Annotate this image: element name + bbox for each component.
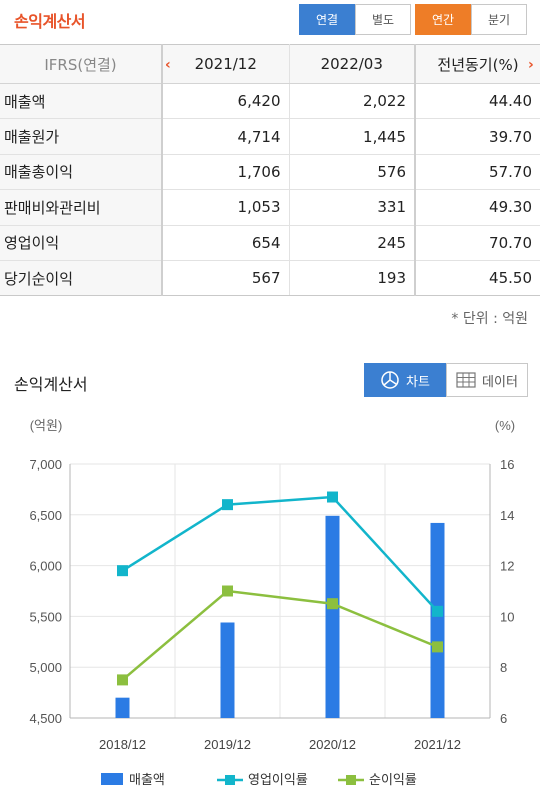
cell-value: 44.40 <box>415 83 540 120</box>
legend-label: 영업이익률 <box>248 773 308 788</box>
table-row: 매출액 6,420 2,022 44.40 <box>0 83 540 120</box>
cell-value: 49.30 <box>415 189 540 226</box>
cell-value: 1,445 <box>289 118 416 155</box>
point-2020/12 <box>327 491 338 503</box>
pie-chart-icon <box>381 371 399 389</box>
point-2018/12 <box>117 565 128 577</box>
y-left-tick-label: 6,000 <box>29 559 62 574</box>
header-bar: 손익계산서 연결 별도 연간 분기 <box>0 0 540 44</box>
income-statement-table: IFRS(연결) 2021/12 2022/03 전년동기(%) 매출액 6,4… <box>0 44 540 297</box>
data-view-button[interactable]: 데이터 <box>446 363 528 397</box>
unit-note: * 단위 : 억원 <box>451 311 528 327</box>
point-2019/12 <box>222 499 233 511</box>
y-right-tick-label: 6 <box>500 711 507 726</box>
series-line-net-margin <box>121 589 438 681</box>
cell-value: 6,420 <box>162 83 290 120</box>
cell-value: 39.70 <box>415 118 540 155</box>
cell-value: 331 <box>289 189 416 226</box>
table-header-row: IFRS(연결) 2021/12 2022/03 전년동기(%) <box>0 44 540 84</box>
legend-label: 매출액 <box>129 773 165 788</box>
y-right-tick-label: 14 <box>500 508 514 523</box>
row-label: 당기순이익 <box>0 260 163 297</box>
y-left-tick-label: 6,500 <box>29 508 62 523</box>
income-chart: 4,500 5,000 5,500 6,000 6,500 7,000 6 8 10 12 14 16… <box>29 418 515 788</box>
table-grid-icon <box>456 372 476 388</box>
table-row: 매출총이익 1,706 576 57.70 <box>0 154 540 191</box>
bar-2019/12 <box>220 622 235 718</box>
bar-2018/12 <box>115 697 130 718</box>
y-left-tick-label: 4,500 <box>29 711 62 726</box>
cell-value: 576 <box>289 154 416 191</box>
annual-button[interactable]: 연간 <box>415 4 471 35</box>
y-right-tick-label: 10 <box>500 609 514 624</box>
column-header: IFRS(연결) <box>0 44 163 84</box>
bar-2021/12 <box>430 522 445 718</box>
legend-net-swatch <box>346 775 356 785</box>
data-view-label: 데이터 <box>482 374 518 390</box>
y-right-tick-label: 8 <box>500 660 507 675</box>
column-header: 전년동기(%) <box>415 44 540 84</box>
column-header: 2021/12 <box>162 44 290 84</box>
y-left-tick-label: 7,000 <box>29 457 62 472</box>
table-row: 매출원가 4,714 1,445 39.70 <box>0 118 540 155</box>
consolidated-button[interactable]: 연결 <box>299 4 355 35</box>
chart-view-label: 차트 <box>406 374 430 390</box>
page-title: 손익계산서 <box>14 12 86 31</box>
chart-section-title: 손익계산서 <box>14 375 88 394</box>
cell-value: 4,714 <box>162 118 290 155</box>
row-label: 매출액 <box>0 83 163 120</box>
series-line-operating-margin <box>121 495 439 613</box>
x-tick-label: 2021/12 <box>414 737 461 752</box>
bar-2020/12 <box>325 515 340 718</box>
table-row: 영업이익 654 245 70.70 <box>0 225 540 261</box>
prev-period-arrow-icon[interactable]: ‹ <box>165 57 171 73</box>
x-tick-label: 2019/12 <box>204 737 251 752</box>
point-2019/12 <box>222 585 233 597</box>
cell-value: 70.70 <box>415 225 540 261</box>
y-right-tick-label: 12 <box>500 559 514 574</box>
period-toggle: 연간 분기 <box>415 4 527 35</box>
cell-value: 654 <box>162 225 290 261</box>
cell-value: 45.50 <box>415 260 540 297</box>
y-right-unit-label: (%) <box>495 418 515 433</box>
point-2020/12 <box>327 598 338 610</box>
y-left-tick-label: 5,000 <box>29 660 62 675</box>
row-label: 매출원가 <box>0 118 163 155</box>
y-left-unit-label: (억원) <box>30 418 63 433</box>
y-left-tick-label: 5,500 <box>29 609 62 624</box>
consolidation-toggle: 연결 별도 <box>299 4 411 35</box>
point-2021/12 <box>432 605 443 617</box>
next-period-arrow-icon[interactable]: › <box>528 57 534 73</box>
cell-value: 193 <box>289 260 416 297</box>
cell-value: 245 <box>289 225 416 261</box>
legend-op-swatch <box>225 775 235 785</box>
point-2018/12 <box>117 674 128 686</box>
column-header: 2022/03 <box>289 44 416 84</box>
quarterly-button[interactable]: 분기 <box>471 4 527 35</box>
cell-value: 567 <box>162 260 290 297</box>
y-right-tick-label: 16 <box>500 457 514 472</box>
legend-label: 순이익률 <box>369 773 417 788</box>
x-tick-label: 2020/12 <box>309 737 356 752</box>
cell-value: 1,706 <box>162 154 290 191</box>
table-row: 당기순이익 567 193 45.50 <box>0 260 540 297</box>
separate-button[interactable]: 별도 <box>355 4 411 35</box>
chart-view-button[interactable]: 차트 <box>364 363 446 397</box>
table-row: 판매비와관리비 1,053 331 49.30 <box>0 189 540 226</box>
point-2021/12 <box>432 641 443 653</box>
row-label: 매출총이익 <box>0 154 163 191</box>
cell-value: 1,053 <box>162 189 290 226</box>
view-toggle: 차트 데이터 <box>364 363 528 397</box>
row-label: 영업이익 <box>0 225 163 261</box>
x-tick-label: 2018/12 <box>99 737 146 752</box>
cell-value: 2,022 <box>289 83 416 120</box>
row-label: 판매비와관리비 <box>0 189 163 226</box>
cell-value: 57.70 <box>415 154 540 191</box>
legend-bar-swatch <box>101 773 123 785</box>
